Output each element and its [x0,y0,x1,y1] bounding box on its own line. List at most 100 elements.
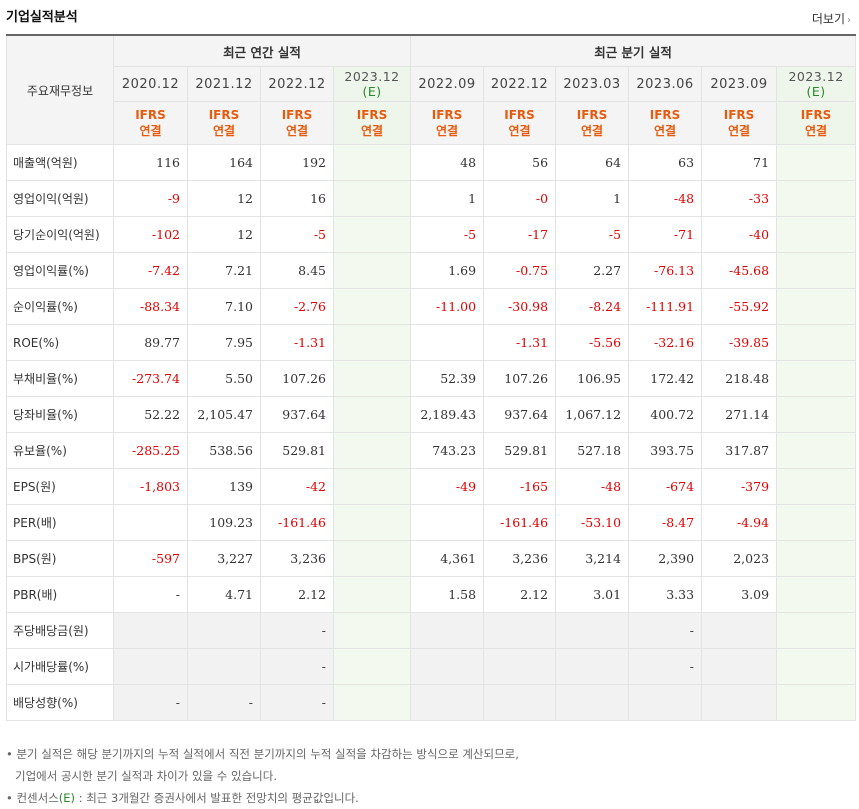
ifrs-badge: IFRS 연결 [410,101,485,145]
value-cell: 2.12 [483,576,557,613]
value-cell: -40 [701,216,778,253]
value-cell: 12 [187,180,261,217]
period-header: 2023.06 [628,66,703,102]
period-header: 2023.09 [701,66,778,102]
estimate-cell [776,432,857,469]
value-cell: -71 [628,216,703,253]
value-cell: 12 [187,216,261,253]
estimate-mark: (E) [58,791,76,805]
estimate-cell [332,396,412,433]
value-cell: 52.22 [113,396,188,433]
estimate-mark: (E) [806,84,826,99]
value-cell [628,684,703,721]
value-cell: -53.10 [555,504,630,541]
value-cell: 63 [628,144,703,181]
value-cell [113,612,188,649]
ifrs-label: IFRS [576,108,608,122]
value-cell: 7.21 [187,252,261,289]
row-label: ROE(%) [6,324,114,361]
period-header: 2023.12 (E) [332,66,412,102]
estimate-cell [776,144,857,181]
table-row: 순이익률(%) -88.34 7.10 -2.76 -11.00 -30.98 -8.24-… [6,288,857,325]
consolidated-label: 연결 [435,124,459,138]
value-cell: 192 [260,144,334,181]
value-cell: 3.33 [628,576,703,613]
value-cell: 56 [483,144,557,181]
value-cell: -88.34 [113,288,188,325]
estimate-cell [332,684,412,721]
table-row: 배당성향(%) - - - [6,684,857,721]
ifrs-label: IFRS [649,108,681,122]
value-cell: 7.10 [187,288,261,325]
value-cell: 116 [113,144,188,181]
value-cell: -1.31 [483,324,557,361]
value-cell: -9 [113,180,188,217]
value-cell: - [260,684,334,721]
value-cell: -39.85 [701,324,778,361]
value-cell: 16 [260,180,334,217]
ifrs-label: IFRS [135,108,166,122]
estimate-cell [776,468,857,505]
value-cell: - [113,684,188,721]
value-cell: 2.12 [260,576,334,613]
estimate-cell [776,288,857,325]
row-label: 주당배당금(원) [6,612,114,649]
estimate-cell [332,144,412,181]
value-cell [410,648,485,685]
table-row: 당기순이익(억원) -102 12 -5 -5 -17 -5 -71 -40 [6,216,857,253]
estimate-cell [776,540,857,577]
ifrs-badge: IFRS 연결 [555,101,630,145]
value-cell: 106.95 [555,360,630,397]
value-cell: 2.27 [555,252,630,289]
chevron-right-icon: › [847,15,851,26]
period-header: 2021.12 [187,66,261,102]
value-cell: 107.26 [483,360,557,397]
value-cell: 3.01 [555,576,630,613]
table-row: EPS(원) -1,803 139 -42 -49 -165 -48 -674 -379 [6,468,857,505]
value-cell: -165 [483,468,557,505]
estimate-cell [776,360,857,397]
consolidated-label: 연결 [212,124,236,138]
value-cell: -5.56 [555,324,630,361]
value-cell: -33 [701,180,778,217]
value-cell: -30.98 [483,288,557,325]
row-label: PER(배) [6,504,114,541]
value-cell: 3.09 [701,576,778,613]
value-cell: 743.23 [410,432,485,469]
footnotes: • 분기 실적은 해당 분기까지의 누적 실적에서 직전 분기까지의 누적 실적… [6,743,519,809]
value-cell: -285.25 [113,432,188,469]
section-header: 기업실적분석 더보기 › [0,0,859,34]
more-link[interactable]: 더보기 › [812,10,851,27]
value-cell: 529.81 [260,432,334,469]
value-cell: -5 [260,216,334,253]
value-cell: 8.45 [260,252,334,289]
row-label: 시가배당률(%) [6,648,114,685]
table-row: 당좌비율(%) 52.22 2,105.47 937.64 2,189.43 937.64… [6,396,857,433]
period-header: 2022.09 [410,66,485,102]
annual-group-header: 최근 연간 실적 [112,34,412,67]
value-cell: 139 [187,468,261,505]
value-cell: 71 [701,144,778,181]
value-cell: 172.42 [628,360,703,397]
table-row: 영업이익(억원) -9 12 16 1 -0 1 -48 -33 [6,180,857,217]
estimate-cell [332,360,412,397]
value-cell: 1 [555,180,630,217]
value-cell: -1,803 [113,468,188,505]
value-cell: -1.31 [260,324,334,361]
value-cell: 937.64 [260,396,334,433]
row-label: 매출액(억원) [6,144,114,181]
estimate-cell [332,540,412,577]
value-cell [410,612,485,649]
value-cell [555,648,630,685]
value-cell: 2,023 [701,540,778,577]
estimate-cell [332,648,412,685]
ifrs-badge: IFRS 연결 [113,101,188,145]
value-cell: 164 [187,144,261,181]
estimate-cell [332,180,412,217]
value-cell [701,684,778,721]
value-cell: -5 [555,216,630,253]
value-cell: -0.75 [483,252,557,289]
value-cell: -111.91 [628,288,703,325]
value-cell: 4.71 [187,576,261,613]
value-cell: - [260,648,334,685]
